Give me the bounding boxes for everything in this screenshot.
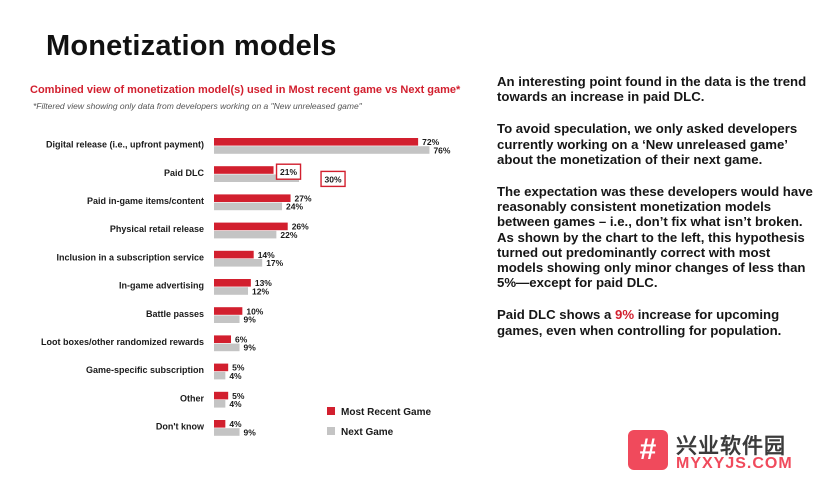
category-label: Digital release (i.e., upfront payment) <box>46 140 204 150</box>
bar-next-game <box>214 400 226 408</box>
value-label: 9% <box>244 343 257 353</box>
commentary-text: increase for upcoming games, even when c… <box>497 307 782 338</box>
value-label: 4% <box>229 419 242 429</box>
bar-next-game <box>214 315 240 323</box>
watermark: # 兴业软件园 MYXYJS.COM <box>628 430 828 478</box>
commentary-paragraph-3: The expectation was these developers wou… <box>497 184 813 291</box>
bar-next-game <box>214 343 240 352</box>
bar-next-game <box>214 230 277 239</box>
bar-next-game <box>214 202 283 211</box>
legend-label: Next Game <box>341 427 394 438</box>
value-label: 9% <box>244 315 257 325</box>
value-label: 22% <box>280 230 297 240</box>
commentary-panel: An interesting point found in the data i… <box>497 74 815 355</box>
value-label: 27% <box>295 194 312 204</box>
bar-most-recent-game <box>214 194 291 202</box>
bar-next-game <box>214 428 240 436</box>
category-label: Don't know <box>156 422 205 432</box>
legend-label: Most Recent Game <box>341 407 431 418</box>
chart-title: Combined view of monetization model(s) u… <box>30 84 461 96</box>
commentary-paragraph-1: An interesting point found in the data i… <box>497 74 807 105</box>
value-label: 4% <box>229 371 242 381</box>
bar-most-recent-game <box>214 166 274 174</box>
value-label: 5% <box>232 391 245 401</box>
value-label: 12% <box>252 286 269 296</box>
highlight-value: 9% <box>614 307 635 323</box>
value-label: 72% <box>422 137 439 147</box>
bar-most-recent-game <box>214 138 419 146</box>
value-label: 24% <box>286 202 303 212</box>
bar-most-recent-game <box>214 307 243 315</box>
bar-next-game <box>214 146 430 154</box>
value-label: 17% <box>266 258 283 268</box>
bar-most-recent-game <box>214 391 229 400</box>
watermark-url: MYXYJS.COM <box>676 455 793 472</box>
commentary-text: Paid DLC shows a <box>497 307 615 323</box>
bar-most-recent-game <box>214 250 254 259</box>
bar-next-game <box>214 259 263 267</box>
value-label: 26% <box>292 222 309 232</box>
highlight-box <box>275 163 302 180</box>
value-label: 21% <box>280 167 297 177</box>
value-label: 10% <box>246 306 263 316</box>
category-label: Physical retail release <box>110 224 204 234</box>
bar-next-game <box>214 174 300 182</box>
bar-chart: Digital release (i.e., upfront payment) P… <box>41 137 451 438</box>
bar-most-recent-game <box>214 363 229 372</box>
watermark-logo-icon: # <box>628 430 668 470</box>
bar-most-recent-game <box>214 420 226 428</box>
chart-filter-note: *Filtered view showing only data from de… <box>33 101 362 111</box>
legend-swatch <box>327 407 335 415</box>
watermark-text: 兴业软件园 <box>676 435 786 458</box>
value-label: 13% <box>255 278 272 288</box>
value-label: 5% <box>232 363 245 373</box>
bar-next-game <box>214 287 249 295</box>
value-label: 30% <box>325 174 342 184</box>
category-label: Loot boxes/other randomized rewards <box>41 337 204 347</box>
category-label: Other <box>180 393 205 403</box>
value-label: 76% <box>433 145 450 155</box>
category-label: In-game advertising <box>119 281 204 291</box>
bar-most-recent-game <box>214 335 232 343</box>
category-label: Battle passes <box>146 309 204 319</box>
bar-most-recent-game <box>214 279 251 287</box>
value-label: 6% <box>235 335 248 345</box>
highlight-box <box>320 170 346 188</box>
category-label: Paid in-game items/content <box>87 196 204 206</box>
category-label: Game-specific subscription <box>86 365 204 375</box>
page-title: Monetization models <box>46 30 337 62</box>
value-label: 4% <box>229 399 242 409</box>
value-label: 9% <box>244 427 257 437</box>
value-label: 14% <box>258 250 275 260</box>
bar-most-recent-game <box>214 222 288 231</box>
category-label: Paid DLC <box>164 168 205 178</box>
commentary-paragraph-2: To avoid speculation, we only asked deve… <box>497 121 798 167</box>
legend-swatch <box>327 427 335 435</box>
bar-next-game <box>214 371 226 380</box>
category-label: Inclusion in a subscription service <box>56 252 204 262</box>
commentary-paragraph-4: Paid DLC shows a 9% increase for upcomin… <box>497 307 815 337</box>
